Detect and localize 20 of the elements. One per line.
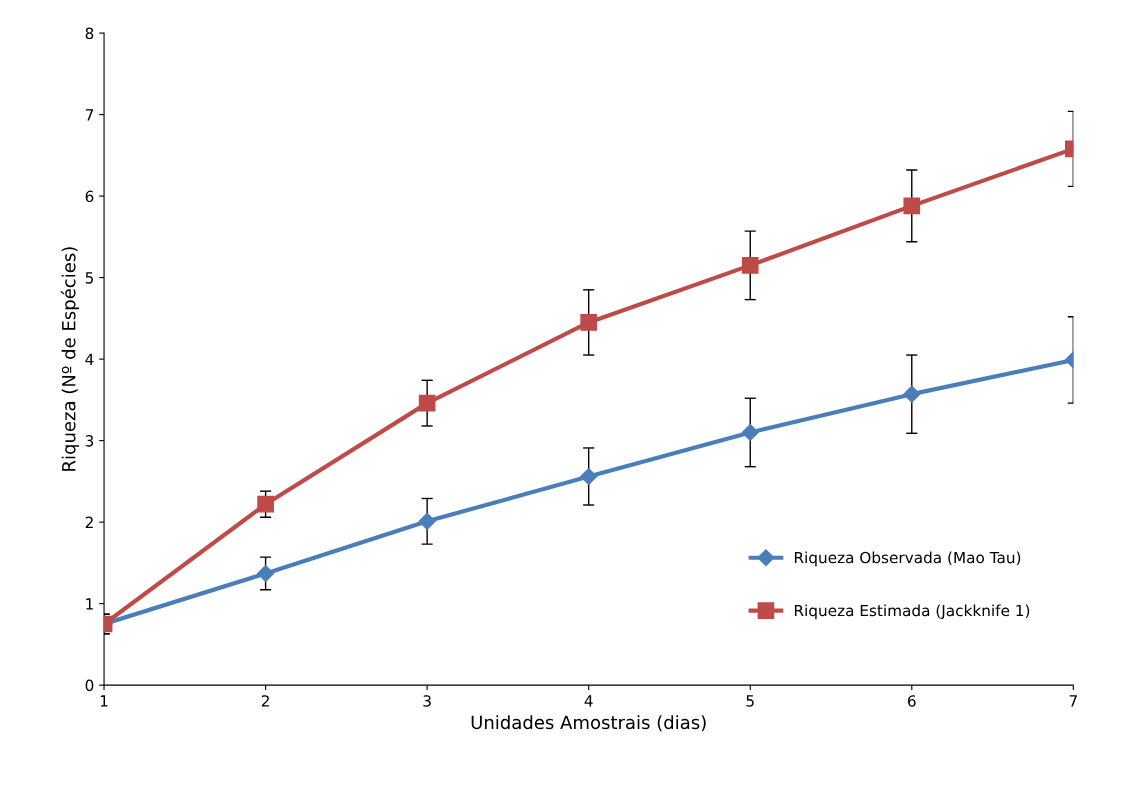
x-axis-title: Unidades Amostrais (dias) — [471, 715, 706, 732]
x-tick-label: 3 — [423, 695, 431, 707]
y-tick-label: 1 — [86, 598, 93, 610]
y-tick-label: 2 — [85, 516, 93, 528]
x-tick-label: 2 — [261, 695, 269, 707]
x-tick-label: 6 — [907, 695, 916, 707]
y-tick-label: 0 — [85, 679, 94, 692]
y-tick-label: 8 — [85, 27, 94, 40]
y-tick-label: 3 — [85, 435, 94, 447]
y-tick-label: 4 — [85, 353, 94, 365]
legend-label: Riqueza Observada (Mao Tau) — [794, 551, 1021, 567]
x-tick-label: 1 — [100, 695, 108, 707]
y-axis-title: Riqueza (Nº de Espécies) — [60, 247, 80, 471]
y-tick-label: 5 — [85, 272, 93, 284]
y-tick-label: 6 — [85, 190, 94, 203]
legend-label: Riqueza Estimada (Jackknife 1) — [794, 604, 1030, 620]
x-tick-label: 4 — [584, 695, 593, 707]
x-tick-label: 7 — [1069, 695, 1077, 707]
x-tick-label: 5 — [746, 695, 754, 707]
y-tick-label: 7 — [85, 109, 94, 121]
